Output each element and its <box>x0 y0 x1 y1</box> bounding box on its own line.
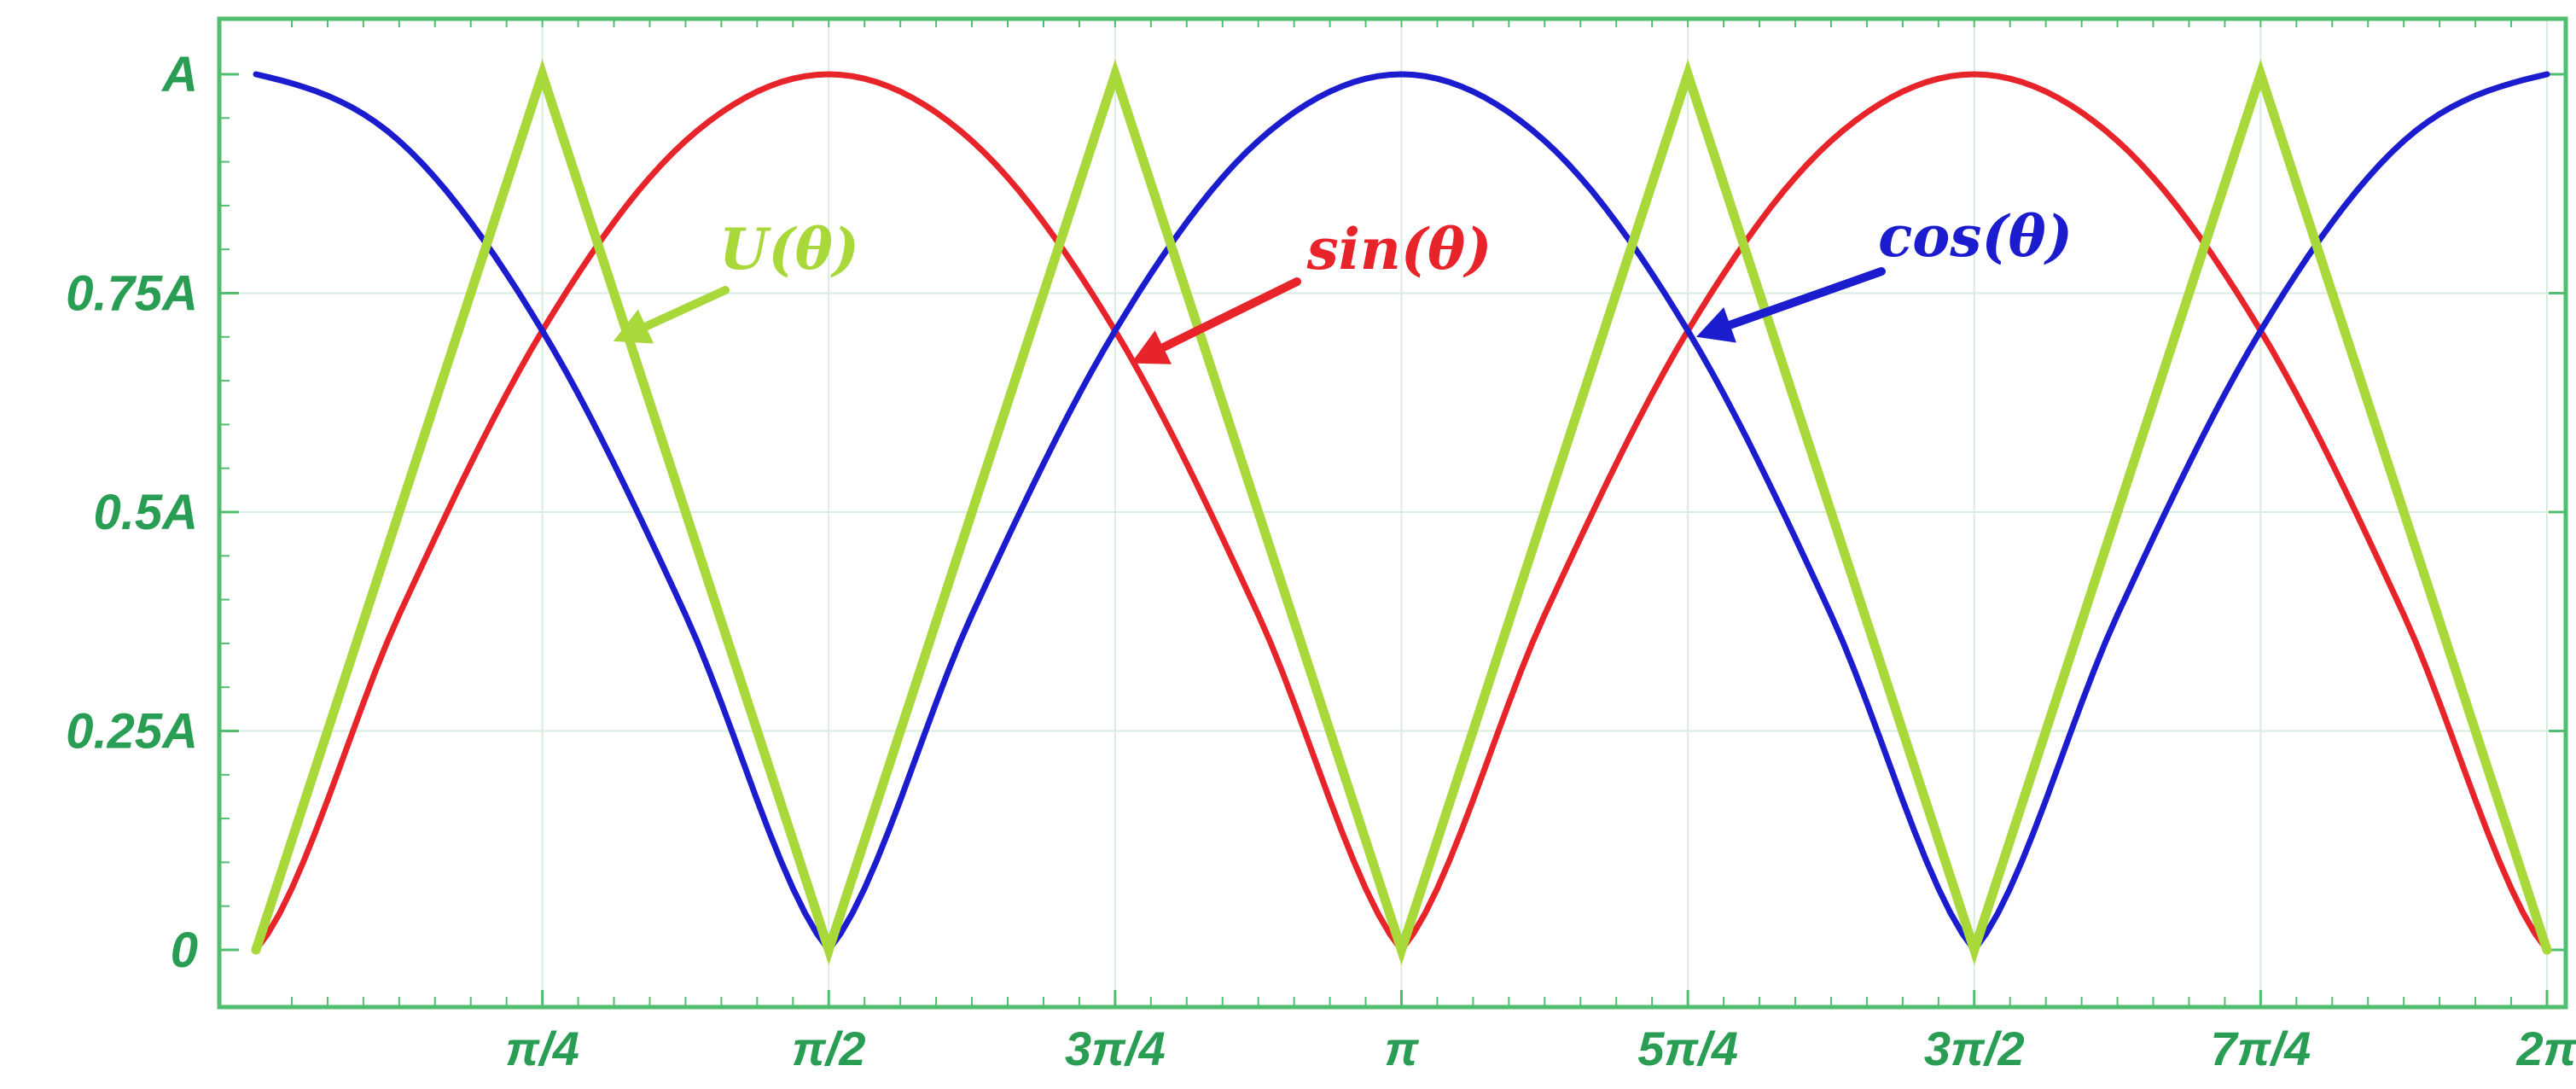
x-tick-label: 2π <box>2515 1022 2576 1075</box>
annotation-u-arrowhead <box>613 309 654 344</box>
x-tick-label: 3π/4 <box>1065 1022 1166 1075</box>
annotation-sin-label: sin(θ) <box>1306 216 1492 282</box>
y-tick-label: 0.5A <box>93 485 198 540</box>
y-tick-label: 0.75A <box>66 266 198 322</box>
annotations: U(θ) sin(θ) cos(θ) <box>613 203 2073 364</box>
annotation-cos-label: cos(θ) <box>1878 203 2073 270</box>
tick-labels: π/4 π/2 3π/4 π 5π/4 3π/2 7π/4 2π 0 0.25A 0.5A 0.75A… <box>66 47 2576 1075</box>
x-tick-label: 3π/2 <box>1924 1022 2025 1075</box>
x-tick-label: π/4 <box>505 1022 579 1075</box>
annotation-sin-arrow <box>1153 277 1301 355</box>
annotation-cos-arrow <box>1719 267 1886 332</box>
tick-marks <box>219 19 2566 1007</box>
x-tick-label: π <box>1385 1022 1420 1075</box>
annotation-u-arrow <box>635 286 730 334</box>
x-tick-label: 7π/4 <box>2211 1022 2311 1075</box>
x-tick-label: 5π/4 <box>1637 1022 1738 1075</box>
annotation-sin-arrowhead <box>1131 330 1172 364</box>
y-tick-label: 0.25A <box>66 704 198 760</box>
annotation-u-label: U(θ) <box>719 216 859 282</box>
annotation-cos-arrowhead <box>1696 307 1736 343</box>
y-tick-label: A <box>160 47 198 102</box>
series-cos-line <box>253 71 2550 955</box>
series-lines <box>251 59 2552 965</box>
y-tick-label: 0 <box>171 923 198 978</box>
series-u-line <box>251 59 2552 965</box>
x-tick-label: π/2 <box>792 1022 866 1075</box>
